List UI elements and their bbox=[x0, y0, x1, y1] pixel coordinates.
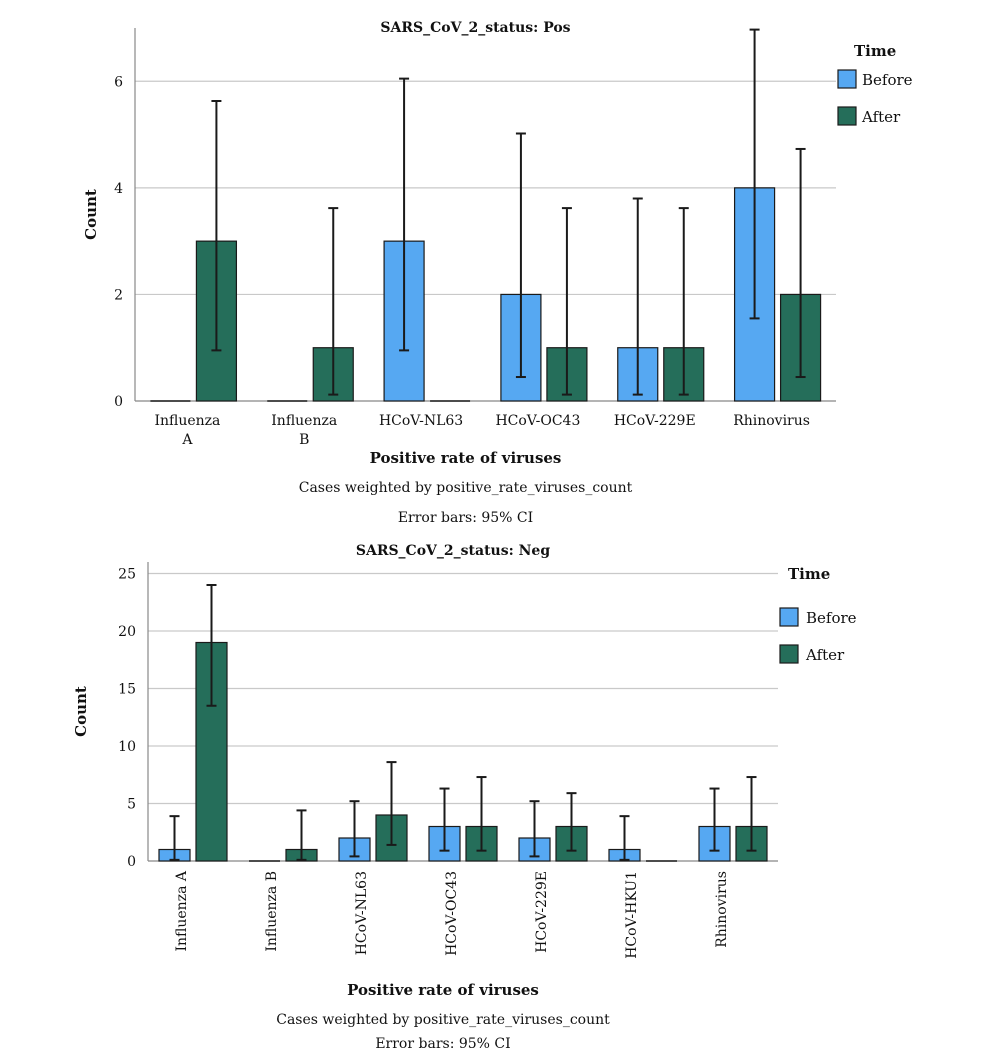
chart2-x-tick-label: Influenza A bbox=[174, 870, 190, 951]
chart2-y-tick-label: 20 bbox=[118, 624, 136, 640]
chart2-y-tick-label: 10 bbox=[118, 739, 136, 755]
chart2-y-tick-label: 25 bbox=[118, 567, 136, 583]
chart1-title: SARS_CoV_2_status: Pos bbox=[380, 20, 570, 36]
chart1-x-tick-label: HCoV-NL63 bbox=[379, 413, 463, 429]
chart2-x-tick-label: HCoV-HKU1 bbox=[624, 871, 640, 959]
chart2-legend-title: Time bbox=[788, 565, 830, 583]
chart1-footnote: Error bars: 95% CI bbox=[398, 510, 533, 526]
chart2-x-tick-label: Influenza B bbox=[264, 871, 280, 952]
chart1-x-tick-label: HCoV-229E bbox=[614, 413, 696, 429]
chart2-x-tick-label: HCoV-229E bbox=[534, 871, 550, 953]
chart1-y-axis-title: Count bbox=[82, 189, 100, 240]
chart1-y-tick-label: 2 bbox=[114, 287, 123, 303]
chart2-y-axis-title: Count bbox=[72, 686, 90, 737]
chart2-legend-label: Before bbox=[806, 609, 857, 627]
chart2-x-tick-label: Rhinovirus bbox=[714, 871, 730, 948]
chart1-y-tick-label: 6 bbox=[114, 74, 123, 90]
chart1-y-tick-label: 4 bbox=[114, 181, 123, 197]
chart2-legend-label: After bbox=[805, 646, 845, 664]
chart2-y-tick-label: 0 bbox=[127, 854, 136, 870]
chart1-x-axis-title: Positive rate of viruses bbox=[370, 449, 562, 467]
chart2-title: SARS_CoV_2_status: Neg bbox=[356, 543, 550, 559]
chart1-x-tick-label: Influenza B bbox=[271, 413, 337, 448]
chart1-x-tick-label: HCoV-OC43 bbox=[495, 413, 580, 429]
chart1-x-tick-label: Influenza A bbox=[154, 413, 220, 448]
chart1-y-tick-label: 0 bbox=[114, 394, 123, 410]
chart1-legend-label: After bbox=[861, 108, 901, 126]
chart2-x-tick-label: HCoV-NL63 bbox=[354, 871, 370, 955]
chart1-legend-swatch bbox=[837, 106, 857, 126]
chart1-legend-swatch bbox=[837, 69, 857, 89]
chart2-x-tick-label: HCoV-OC43 bbox=[444, 871, 460, 956]
chart2-footnote: Cases weighted by positive_rate_viruses_… bbox=[276, 1012, 610, 1028]
chart1-footnote: Cases weighted by positive_rate_viruses_… bbox=[299, 480, 633, 496]
chart1-legend-title: Time bbox=[854, 42, 896, 60]
chart2-legend-swatch bbox=[779, 644, 799, 664]
chart2-footnote: Error bars: 95% CI bbox=[375, 1036, 510, 1052]
chart2-x-axis-title: Positive rate of viruses bbox=[347, 981, 539, 999]
chart2-y-tick-label: 5 bbox=[127, 797, 136, 813]
chart2-legend-swatch bbox=[779, 607, 799, 627]
chart1-x-tick-label: Rhinovirus bbox=[733, 413, 810, 429]
chart2-y-tick-label: 15 bbox=[118, 682, 136, 698]
chart1-legend-label: Before bbox=[862, 71, 913, 89]
